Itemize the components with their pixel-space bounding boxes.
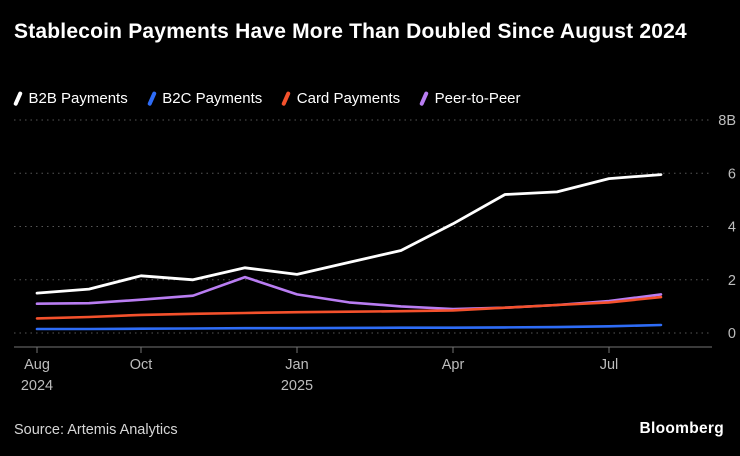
- bloomberg-logo: Bloomberg: [639, 420, 724, 437]
- series-line-b2b-payments: [35, 173, 663, 295]
- legend-label: Card Payments: [296, 90, 401, 107]
- x-tick-label: Oct: [130, 357, 153, 373]
- y-tick-label: 0: [728, 326, 736, 342]
- legend-label: Peer-to-Peer: [434, 90, 521, 107]
- x-tick-label: Apr: [442, 357, 465, 373]
- legend-item: B2C Payments: [146, 90, 263, 107]
- x-tick-label: Jul: [600, 357, 619, 373]
- legend-label: B2B Payments: [28, 90, 128, 107]
- y-tick-label: 2: [728, 273, 736, 289]
- y-tick-label: 6: [728, 166, 736, 182]
- y-tick-label: 4: [728, 220, 736, 236]
- chart-title: Stablecoin Payments Have More Than Doubl…: [14, 20, 687, 43]
- series-line-b2c-payments: [35, 323, 663, 331]
- y-tick-label: 8B: [718, 113, 736, 129]
- x-tick-sublabel: 2024: [21, 378, 53, 394]
- legend-label: B2C Payments: [162, 90, 263, 107]
- chart-legend: B2B Payments B2C Payments Card Payments Pee…: [13, 90, 521, 107]
- legend-item: Card Payments: [281, 90, 401, 107]
- legend-item: B2B Payments: [13, 90, 128, 107]
- source-attribution: Source: Artemis Analytics: [14, 422, 178, 438]
- x-tick-sublabel: 2025: [281, 378, 313, 394]
- legend-item: Peer-to-Peer: [419, 90, 521, 107]
- x-tick-label: Jan: [285, 357, 308, 373]
- series-line-card-payments: [35, 295, 663, 320]
- x-tick-label: Aug: [24, 357, 50, 373]
